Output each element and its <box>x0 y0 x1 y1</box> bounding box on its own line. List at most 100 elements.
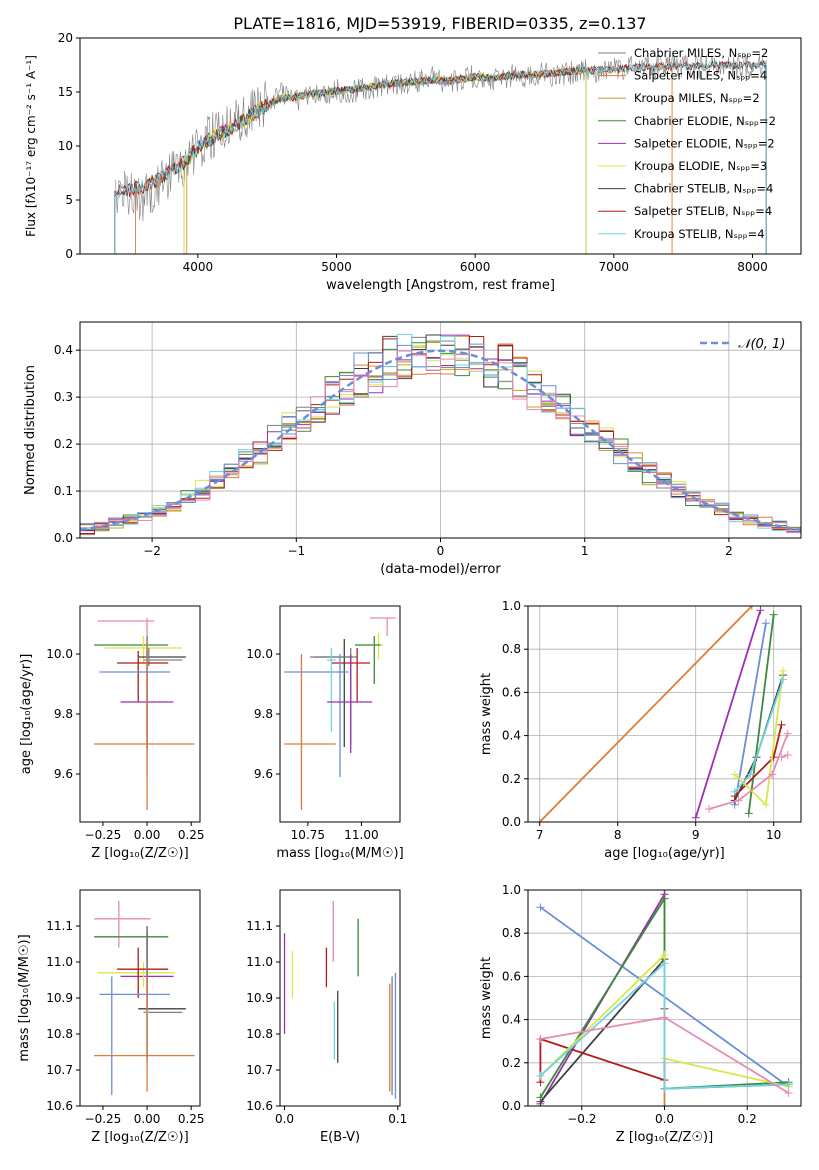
weight-marker <box>536 903 545 912</box>
x-axis-label: age [log₁₀(age/yr)] <box>604 846 725 861</box>
figure-title: PLATE=1816, MJD=53919, FIBERID=0335, z=0… <box>233 14 646 33</box>
x-tick-label: −1 <box>287 544 305 558</box>
y-tick-label: 10.0 <box>46 647 73 661</box>
y-axis-label: Flux [fλ10⁻¹⁷ erg cm⁻² s⁻¹ A⁻¹] <box>24 55 38 237</box>
errorbar-point <box>355 636 381 684</box>
legend-label: Kroupa MILES, Nₛₚₚ=2 <box>634 91 760 105</box>
errorbar-point <box>97 962 176 988</box>
x-tick-label: −2 <box>143 544 161 558</box>
y-tick-label: 0.4 <box>54 343 73 357</box>
y-axis-label: mass weight <box>479 957 494 1039</box>
weight-marker <box>660 1102 669 1106</box>
x-tick-label: 0.0 <box>655 1112 674 1126</box>
y-tick-label: 5 <box>65 193 73 207</box>
y-tick-label: 1.0 <box>502 883 521 897</box>
y-tick-label: 0.3 <box>54 390 73 404</box>
panel-age-vs-mass: 10.75 11.00 9.6 9.8 10.0 mass [log₁₀(M/M☉)] <box>246 605 404 861</box>
x-tick-label: 0.25 <box>178 828 205 842</box>
weight-marker <box>747 606 756 610</box>
errorbar-point <box>94 639 195 810</box>
histogram-step <box>80 333 801 538</box>
errorbar-point <box>99 976 170 1096</box>
weight-marker <box>660 959 669 968</box>
y-axis-label: age [log₁₀(age/yr)] <box>19 654 34 775</box>
y-tick-label: 0.0 <box>502 815 521 829</box>
weight-marker <box>784 1089 793 1098</box>
legend-label: Chabrier STELIB, Nₛₚₚ=4 <box>634 182 773 196</box>
y-tick-label: 10.0 <box>246 647 273 661</box>
weight-marker <box>768 770 777 779</box>
weight-marker <box>777 753 786 762</box>
x-tick-label: 0.25 <box>178 1112 205 1126</box>
y-tick-label: 0.8 <box>502 926 521 940</box>
y-tick-label: 10.9 <box>246 991 273 1005</box>
y-tick-label: 15 <box>58 85 73 99</box>
errorbar-point <box>117 651 169 702</box>
y-tick-label: 11.1 <box>46 919 73 933</box>
errorbar-point <box>284 654 349 777</box>
y-tick-label: 0.2 <box>54 437 73 451</box>
y-tick-label: 10.6 <box>46 1099 73 1113</box>
weight-marker <box>761 619 770 628</box>
x-axis-label: Z [log₁₀(Z/Z☉)] <box>616 1130 713 1145</box>
y-tick-label: 0.4 <box>502 729 521 743</box>
weight-line <box>539 961 789 1090</box>
plot-area-residuals <box>80 322 801 538</box>
weight-marker <box>730 770 739 779</box>
x-axis-label: wavelength [Angstrom, rest frame] <box>326 278 555 293</box>
weight-line <box>708 733 789 810</box>
errorbar-point <box>370 617 396 636</box>
y-tick-label: 10.8 <box>46 1027 73 1041</box>
panel-residuals: −2 −1 0 1 2 0.0 0.1 0.2 0.3 0.4 (data-model)/error… <box>23 321 802 577</box>
panel-age-vs-Z: −0.25 0.00 0.25 9.6 9.8 10.0 Z [log₁₀(Z/Z☉)] ag… <box>19 605 205 861</box>
plot-area-massweight-vs-age <box>528 606 801 822</box>
spectrum-legend: Chabrier MILES, Nₛₚₚ=2 Salpeter MILES, Nₛ… <box>598 46 776 241</box>
normal-reference-curve <box>80 349 801 532</box>
errorbar-point <box>284 654 336 810</box>
weight-marker <box>779 666 788 675</box>
y-tick-label: 9.6 <box>54 767 73 781</box>
errorbar-point <box>104 636 183 663</box>
weight-marker <box>769 610 778 619</box>
x-tick-label: 0.00 <box>134 828 161 842</box>
weight-marker <box>746 770 755 779</box>
spectrum-line <box>114 60 767 200</box>
x-tick-label: 0.2 <box>738 1112 757 1126</box>
errorbar-point <box>97 618 155 639</box>
x-tick-label: 10 <box>766 828 781 842</box>
x-tick-label: −0.25 <box>85 828 122 842</box>
legend-label: Salpeter STELIB, Nₛₚₚ=4 <box>634 204 772 218</box>
x-tick-label: 8 <box>614 828 622 842</box>
weight-line <box>539 606 753 822</box>
weight-line <box>747 614 775 814</box>
x-axis-label: E(B-V) <box>320 1130 360 1145</box>
y-tick-label: 0.0 <box>54 531 73 545</box>
weight-marker <box>734 796 743 805</box>
x-tick-label: 6000 <box>460 260 491 274</box>
x-tick-label: −0.25 <box>85 1112 122 1126</box>
y-tick-label: 10 <box>58 139 73 153</box>
x-tick-label: 7000 <box>599 260 630 274</box>
x-tick-label: 9 <box>692 828 700 842</box>
weight-marker <box>730 787 739 796</box>
y-tick-label: 11.1 <box>246 919 273 933</box>
y-tick-label: 10.8 <box>246 1027 273 1041</box>
weight-line <box>733 623 767 805</box>
weight-marker <box>756 606 765 615</box>
x-axis-label: mass [log₁₀(M/M☉)] <box>276 846 403 861</box>
y-tick-label: 0.8 <box>502 642 521 656</box>
legend-label: 𝒩(0, 1) <box>738 337 785 352</box>
errorbar-point <box>117 947 169 998</box>
legend-label: Salpeter ELODIE, Nₛₚₚ=2 <box>634 136 775 150</box>
panel-spectrum: 4000 5000 6000 7000 8000 0 5 10 15 20 wavelength [… <box>24 31 802 293</box>
y-tick-label: 0.2 <box>502 1056 521 1070</box>
errorbar-point <box>327 648 336 732</box>
y-tick-label: 0.1 <box>54 484 73 498</box>
x-tick-label: 0.00 <box>134 1112 161 1126</box>
y-tick-label: 10.7 <box>46 1063 73 1077</box>
x-tick-label: 8000 <box>737 260 768 274</box>
axes-frame <box>527 605 802 823</box>
y-tick-label: 1.0 <box>502 599 521 613</box>
